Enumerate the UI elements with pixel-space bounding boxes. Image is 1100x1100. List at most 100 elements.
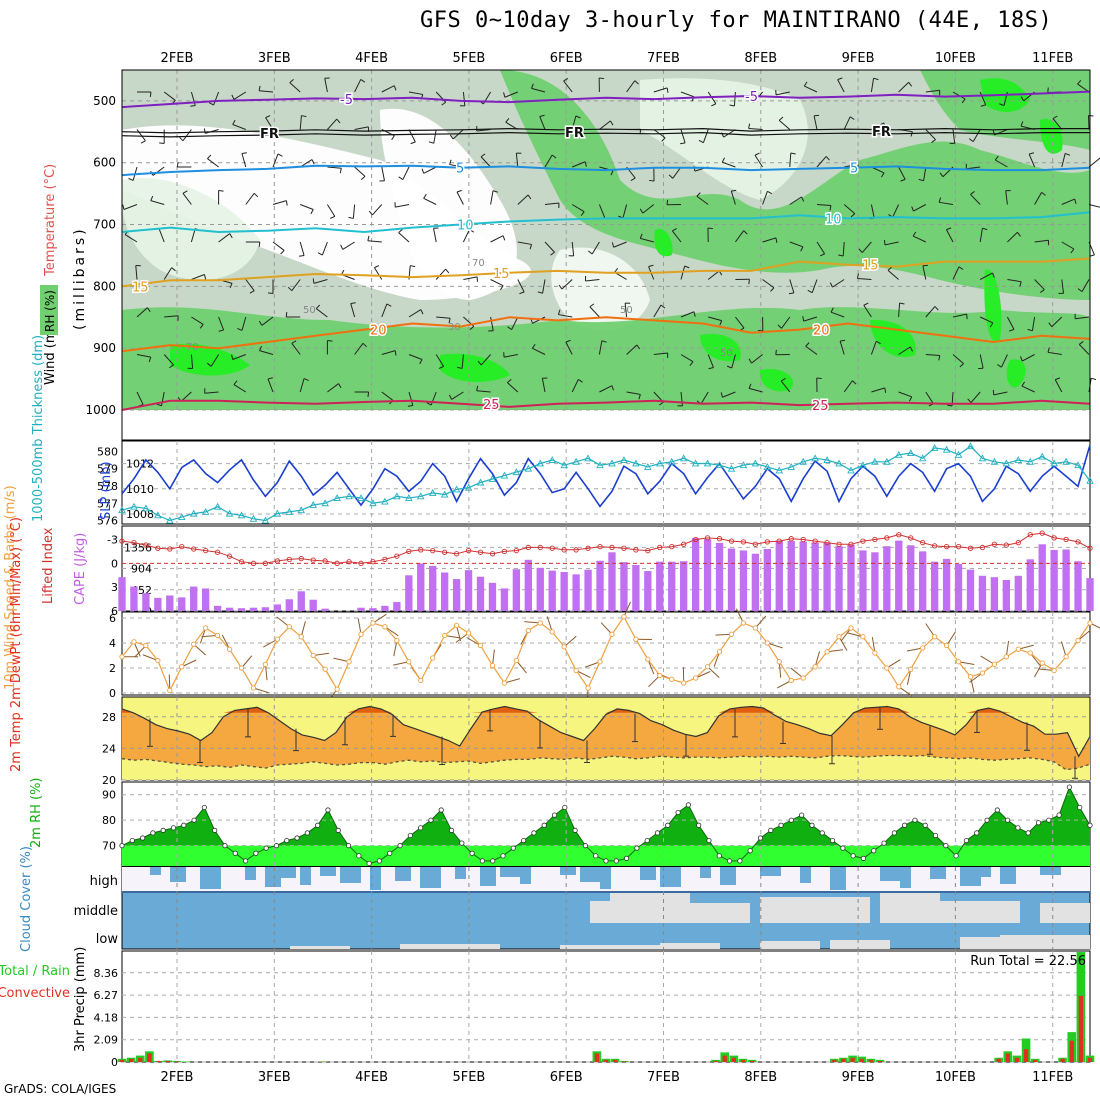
wind10m-point — [179, 664, 185, 670]
wind10m-point — [274, 636, 281, 642]
wind-barb — [762, 237, 777, 243]
thickness-tick-label: 578 — [97, 480, 118, 493]
wind-barb — [480, 156, 491, 168]
temperature-axis-label: Temperature (°C) — [43, 164, 58, 277]
wind-barb — [204, 391, 219, 394]
wind-barb-feather — [311, 159, 315, 165]
rh2m-point — [490, 858, 496, 864]
wind-barb-feather — [558, 284, 563, 290]
li-point — [955, 544, 962, 550]
rh2m-point — [1056, 812, 1062, 818]
rh2m-point — [366, 860, 372, 867]
li-point — [800, 536, 806, 543]
precip-tick-label: 2.09 — [94, 1034, 119, 1047]
rh2m-point — [994, 807, 1000, 813]
isotherm-label: FR — [565, 126, 584, 141]
precip-convective-bar — [731, 1057, 736, 1062]
wind-barb-feather — [858, 248, 863, 253]
wind-barb-feather — [961, 98, 966, 104]
rh2m-point — [654, 830, 661, 836]
wind10m-barb — [970, 676, 975, 693]
wind-barb-feather — [938, 355, 941, 361]
wind-barb — [843, 116, 851, 130]
precip-total-bar — [747, 1059, 757, 1062]
wind10m-point — [238, 665, 245, 671]
li-point — [382, 556, 388, 563]
wind10m-point — [836, 634, 842, 640]
thickness-point — [1038, 452, 1046, 460]
precip-convective-bar — [713, 1060, 718, 1062]
rh2m-point — [119, 843, 125, 849]
rh2m-point — [716, 853, 722, 859]
wind-barb-feather — [698, 139, 704, 144]
thickness-point — [142, 504, 150, 512]
rh2m-point — [397, 843, 403, 849]
precip-convective-bar — [996, 1058, 1001, 1062]
li-point — [931, 543, 938, 549]
rh-region — [170, 343, 250, 376]
wind-barb-feather — [182, 190, 188, 194]
thickness-point — [895, 450, 903, 458]
wind-barb — [233, 91, 247, 100]
high-cloud-bar — [200, 867, 221, 889]
wind-barb-feather — [721, 157, 725, 163]
high-cloud-bar — [245, 867, 256, 880]
wind10m-barb — [647, 659, 655, 675]
wind-barb — [700, 391, 709, 405]
wind-barb-feather — [575, 115, 581, 119]
rh2m-point — [376, 858, 383, 864]
wind-barb — [372, 204, 383, 216]
li-point — [214, 549, 221, 555]
wind10m-point — [991, 661, 998, 667]
thickness-point — [644, 462, 652, 470]
wind-barb-feather — [589, 303, 595, 308]
pressure-tick-label-500: 500 — [93, 94, 116, 108]
precip-convective-bar — [1078, 995, 1084, 1062]
wind10m-point — [537, 620, 543, 626]
wind-barb-feather — [639, 233, 643, 239]
wind10m-barb — [778, 661, 782, 678]
wind-barb-feather — [1040, 289, 1045, 293]
wind-barb-feather — [448, 318, 451, 324]
li-point — [740, 539, 747, 545]
wind-barb — [970, 194, 981, 205]
li-point — [1063, 536, 1069, 543]
cape-bar — [393, 602, 401, 611]
wind10m-barb — [515, 660, 527, 674]
wind-barb-feather — [441, 101, 447, 106]
precip-convective-bar — [1033, 1059, 1038, 1062]
li-point — [1003, 542, 1009, 548]
wind-barb — [754, 154, 764, 168]
cape-bar — [225, 607, 234, 611]
wind-barb — [598, 340, 603, 355]
wind-barb — [680, 311, 695, 318]
wind-barb-feather — [884, 387, 887, 393]
thickness-axis-label: 1000-500mb Thickness (dm) — [31, 335, 46, 522]
li-point — [585, 545, 591, 551]
wind-barb-feather — [999, 103, 1005, 107]
precip-convective-bar — [1087, 1057, 1093, 1062]
wind-barb-feather — [289, 78, 294, 84]
wind-barb — [210, 354, 220, 367]
wind-barb — [626, 344, 638, 355]
wind-barb-feather — [1065, 152, 1071, 156]
rh-region — [984, 269, 1002, 342]
li-point — [621, 545, 627, 551]
wind-barb — [381, 85, 395, 93]
wind10m-point — [597, 659, 603, 665]
wind10m-barb — [847, 632, 864, 638]
wind10m-point — [226, 646, 233, 652]
wind-barb-feather — [672, 227, 677, 232]
thickness-point — [656, 459, 664, 467]
cloud-panel: high middle low Cloud Cover (%) — [19, 846, 1091, 952]
thickness-point — [440, 490, 449, 498]
li-point — [979, 544, 986, 551]
high-cloud-bar — [150, 867, 161, 875]
li-point — [561, 547, 567, 553]
precip-axis-label: 3hr Precip (mm) — [73, 947, 88, 1052]
wind-barb-feather — [790, 152, 796, 155]
wind-barb — [398, 232, 410, 243]
top-day-label-7FEB: 7FEB — [647, 51, 680, 66]
rh2m-point — [757, 835, 764, 841]
